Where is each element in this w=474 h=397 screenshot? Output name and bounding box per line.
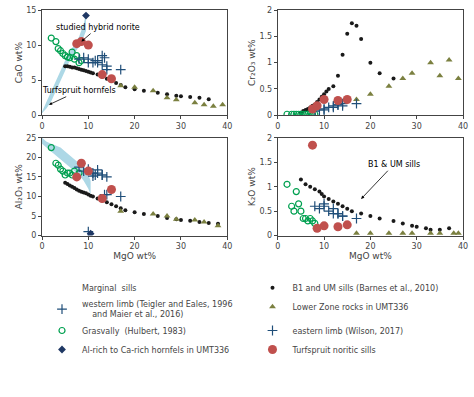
- svg-text:0: 0: [275, 242, 280, 251]
- svg-text:eastern limb (Wilson, 2017): eastern limb (Wilson, 2017): [293, 327, 404, 336]
- svg-text:20: 20: [130, 242, 140, 251]
- svg-text:10: 10: [319, 122, 329, 131]
- svg-text:studied hybrid norite: studied hybrid norite: [56, 23, 140, 32]
- svg-text:0.5: 0.5: [259, 85, 272, 94]
- svg-text:40: 40: [222, 122, 232, 131]
- svg-text:10: 10: [26, 41, 36, 50]
- svg-text:Turfspruit noritic sills: Turfspruit noritic sills: [292, 346, 376, 355]
- svg-text:2: 2: [267, 134, 272, 143]
- svg-text:20: 20: [365, 242, 375, 251]
- svg-text:Al₂O₃ wt%: Al₂O₃ wt%: [14, 164, 24, 210]
- svg-text:20: 20: [365, 122, 375, 131]
- svg-text:Grasvally (Hulbert, 1983): Grasvally (Hulbert, 1983): [82, 327, 186, 336]
- svg-text:Al-rich to Ca-rich hornfels in: Al-rich to Ca-rich hornfels in UMT336: [82, 346, 229, 355]
- svg-text:0: 0: [267, 111, 272, 120]
- svg-text:30: 30: [176, 122, 186, 131]
- svg-text:10: 10: [26, 192, 36, 201]
- svg-text:Turfspruit hornfels: Turfspruit hornfels: [42, 86, 116, 95]
- svg-text:1: 1: [267, 58, 272, 67]
- svg-text:1.5: 1.5: [259, 158, 272, 167]
- svg-text:0: 0: [267, 231, 272, 240]
- svg-text:20: 20: [26, 153, 36, 162]
- svg-text:30: 30: [176, 242, 186, 251]
- svg-text:2: 2: [267, 6, 272, 15]
- svg-text:0: 0: [31, 111, 36, 120]
- svg-text:30: 30: [412, 242, 422, 251]
- svg-text:0: 0: [31, 231, 36, 240]
- svg-text:K₂O wt%: K₂O wt%: [247, 167, 257, 206]
- svg-text:5: 5: [31, 212, 36, 221]
- svg-text:10: 10: [83, 122, 93, 131]
- svg-text:15: 15: [26, 173, 36, 182]
- svg-text:Lower Zone rocks in UMT336: Lower Zone rocks in UMT336: [293, 303, 409, 312]
- svg-text:40: 40: [458, 122, 468, 131]
- svg-text:1.5: 1.5: [259, 32, 272, 41]
- svg-text:1: 1: [267, 183, 272, 192]
- svg-text:10: 10: [83, 242, 93, 251]
- svg-text:0: 0: [39, 122, 44, 131]
- svg-text:0: 0: [275, 122, 280, 131]
- svg-text:Marginal sills: Marginal sills: [82, 284, 137, 293]
- svg-text:CaO wt%: CaO wt%: [14, 42, 24, 84]
- svg-text:Cr₂O₃ wt%: Cr₂O₃ wt%: [247, 39, 257, 86]
- svg-text:MgO wt%: MgO wt%: [349, 251, 392, 261]
- svg-text:5: 5: [31, 76, 36, 85]
- svg-text:B1 & UM sills: B1 & UM sills: [368, 160, 420, 169]
- svg-text:0: 0: [39, 242, 44, 251]
- svg-text:30: 30: [412, 122, 422, 131]
- svg-text:40: 40: [458, 242, 468, 251]
- svg-text:15: 15: [26, 6, 36, 15]
- svg-text:western limb (Teigler and Eale: western limb (Teigler and Eales, 1996 an…: [82, 300, 232, 319]
- svg-text:20: 20: [130, 122, 140, 131]
- svg-text:25: 25: [26, 134, 36, 143]
- svg-text:0.5: 0.5: [259, 207, 272, 216]
- svg-text:B1 and UM sills (Barnes et al.: B1 and UM sills (Barnes et al., 2010): [293, 284, 439, 293]
- svg-text:40: 40: [222, 242, 232, 251]
- svg-text:MgO wt%: MgO wt%: [113, 251, 156, 261]
- svg-text:10: 10: [319, 242, 329, 251]
